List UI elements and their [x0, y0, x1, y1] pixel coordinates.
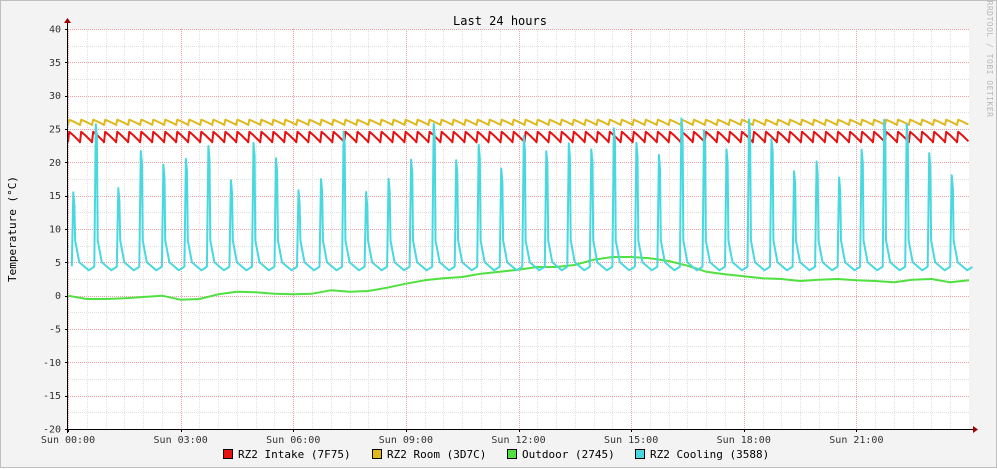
x-axis-ticks: Sun 00:00 Sun 03:00 Sun 06:00 Sun 09:00 Sun …	[41, 435, 884, 446]
x-tick-label: Sun 09:00	[379, 435, 433, 446]
x-tick-label: Sun 15:00	[604, 435, 658, 446]
y-tick-label: -5	[49, 325, 61, 336]
y-tick-label: 35	[49, 58, 61, 69]
y-tick-label: 20	[49, 158, 61, 169]
axes	[64, 18, 978, 433]
series-line-0	[67, 130, 970, 144]
x-tick-label: Sun 06:00	[266, 435, 320, 446]
y-tick-label: -15	[43, 391, 61, 402]
x-tick-label: Sun 21:00	[829, 435, 883, 446]
major-grid	[68, 29, 969, 430]
series-layer	[67, 117, 973, 301]
y-tick-label: 15	[49, 191, 61, 202]
legend-label: RZ2 Cooling (3588)	[650, 448, 769, 461]
y-tick-label: 40	[49, 25, 61, 36]
x-tick-label: Sun 12:00	[491, 435, 545, 446]
watermark: RRDTOOL / TOBI OETIKER	[985, 1, 994, 117]
y-tick-label: 30	[49, 91, 61, 102]
y-tick-label: 0	[55, 291, 61, 302]
legend-swatch	[635, 449, 645, 459]
legend-swatch	[223, 449, 233, 459]
legend: RZ2 Intake (7F75) RZ2 Room (3D7C) Outdoor …	[223, 448, 769, 461]
y-tick-label: 5	[55, 258, 61, 269]
series-line-3	[70, 117, 973, 272]
x-tick-label: Sun 00:00	[41, 435, 95, 446]
legend-label: RZ2 Room (3D7C)	[387, 448, 486, 461]
legend-swatch	[372, 449, 382, 459]
chart-title: Last 24 hours	[453, 14, 547, 28]
y-tick-label: -20	[43, 425, 61, 436]
x-tick-label: Sun 03:00	[154, 435, 208, 446]
x-tick-label: Sun 18:00	[717, 435, 771, 446]
y-tick-label: 10	[49, 225, 61, 236]
series-line-1	[67, 118, 969, 126]
y-tick-label: -10	[43, 358, 61, 369]
y-tick-label: 25	[49, 125, 61, 136]
x-axis-arrow	[973, 426, 978, 433]
y-axis-label: Temperature (°C)	[6, 176, 19, 282]
legend-swatch	[507, 449, 517, 459]
y-axis-ticks: -20 -15 -10 -5 0 5 10 15 20 25 30 35 40	[43, 25, 61, 436]
legend-label: Outdoor (2745)	[522, 448, 615, 461]
legend-label: RZ2 Intake (7F75)	[238, 448, 351, 461]
y-axis-arrow	[64, 18, 71, 23]
